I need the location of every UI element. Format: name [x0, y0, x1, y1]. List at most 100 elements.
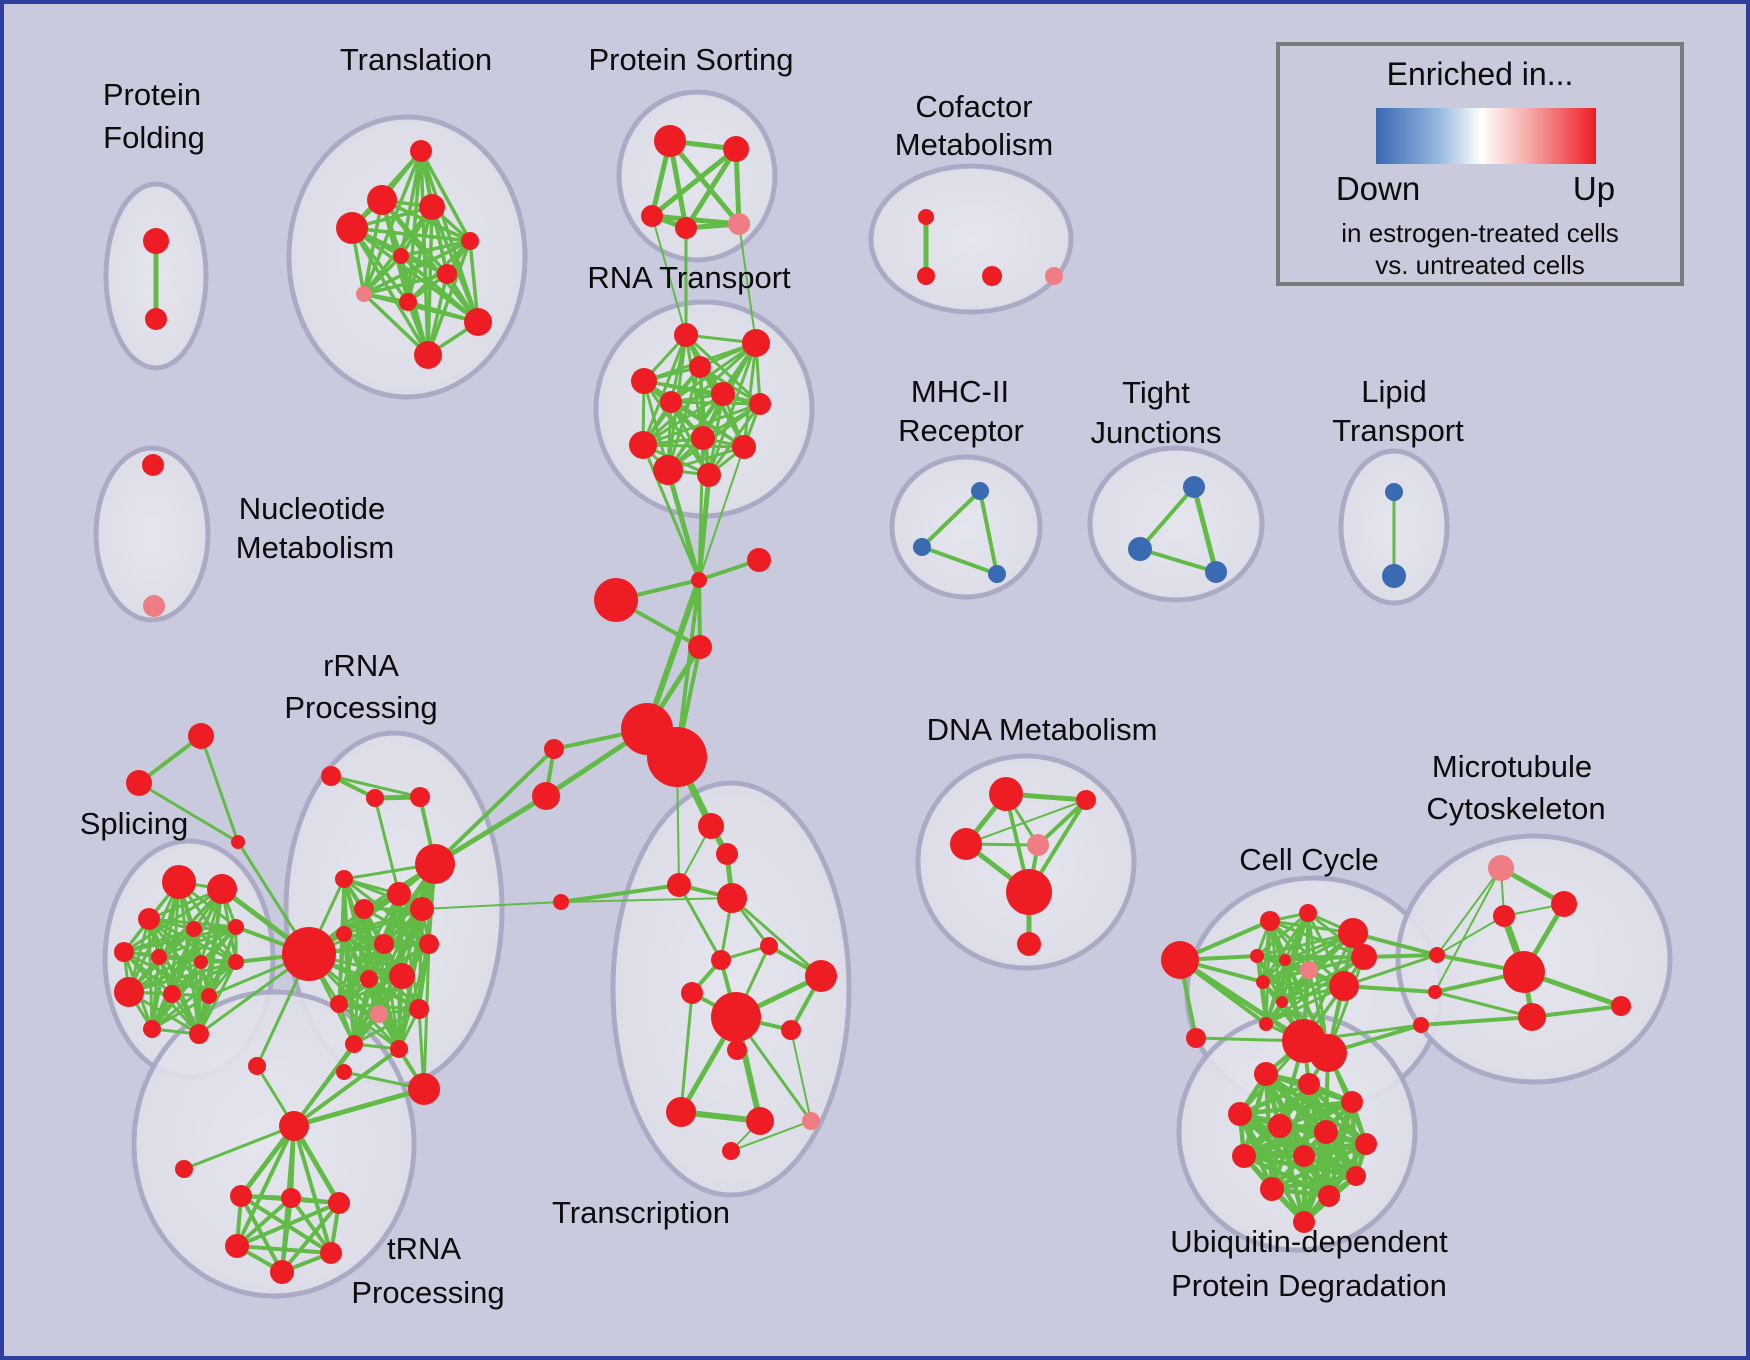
gene-set-node [1186, 1028, 1206, 1048]
gene-set-node [389, 963, 415, 989]
cluster-label: Cytoskeleton [1426, 791, 1605, 826]
gene-set-node [722, 1142, 740, 1160]
cluster-label: Cell Cycle [1239, 842, 1379, 877]
color-legend: Enriched in... Down Up in estrogen-treat… [1276, 42, 1684, 286]
gene-set-node [162, 865, 196, 899]
gene-set-node [1488, 855, 1514, 881]
gene-set-node [1260, 911, 1280, 931]
gene-set-node [747, 548, 771, 572]
edge [667, 138, 742, 227]
edge [197, 960, 203, 1036]
gene-set-node [387, 882, 411, 906]
gene-set-node [248, 1057, 266, 1075]
edge [920, 489, 982, 549]
edge [560, 897, 733, 903]
gene-set-node [1293, 1211, 1315, 1233]
edge [1138, 547, 1218, 574]
gene-set-node [354, 899, 374, 919]
gene-set-node [716, 843, 738, 865]
edge [362, 272, 449, 296]
edge [150, 994, 211, 1031]
gene-set-node [1293, 1145, 1315, 1167]
edge [399, 239, 472, 258]
gene-set-node [653, 455, 683, 485]
gene-set-node [697, 463, 721, 487]
gene-set-node [145, 308, 167, 330]
edge [641, 443, 746, 449]
edge [1261, 911, 1310, 984]
gene-set-node [367, 185, 397, 215]
gene-set-node [1346, 1166, 1366, 1186]
gene-set-node [742, 329, 770, 357]
cluster-label: Processing [351, 1275, 504, 1310]
edge [432, 793, 549, 867]
nodes-layer [114, 125, 1631, 1284]
gene-set-node [1351, 944, 1377, 970]
gene-set-node [1250, 949, 1264, 963]
gene-set-node [917, 267, 935, 285]
edge [1237, 1081, 1312, 1117]
cluster-label: Splicing [80, 806, 189, 841]
gene-set-node [360, 970, 378, 988]
gene-set-node [732, 435, 756, 459]
gene-set-node [356, 286, 372, 302]
gene-set-node [1611, 996, 1631, 1016]
gene-set-node [390, 1040, 408, 1058]
gene-set-node [410, 140, 432, 162]
gene-set-node [461, 232, 479, 250]
gene-set-node [1228, 1102, 1252, 1126]
gene-set-node [749, 393, 771, 415]
gene-set-node [142, 454, 164, 476]
cluster-label: Folding [103, 120, 205, 155]
gene-set-node [760, 937, 778, 955]
gene-set-node [711, 950, 731, 970]
edge [291, 1086, 427, 1129]
edge [373, 796, 401, 896]
edge [199, 734, 240, 844]
gene-set-node [175, 1160, 193, 1178]
gene-set-node [419, 194, 445, 220]
edge [641, 392, 725, 447]
gene-set-node [163, 985, 181, 1003]
gene-set-node [143, 595, 165, 617]
edge [235, 1124, 296, 1248]
edge [362, 198, 384, 296]
edge [292, 1047, 401, 1128]
gene-set-node [532, 782, 560, 810]
edge [1255, 911, 1310, 958]
edge [1261, 980, 1268, 1026]
gene-set-node [691, 572, 707, 588]
edge [1255, 931, 1355, 958]
gene-set-node [201, 988, 217, 1004]
gene-set-node [1254, 1062, 1278, 1086]
gene-set-node [1298, 1073, 1320, 1095]
gene-set-node [727, 1040, 747, 1060]
cluster-label: Microtubule [1432, 749, 1592, 784]
gene-set-node [437, 264, 457, 284]
gene-set-node [723, 136, 749, 162]
gene-set-node [374, 934, 394, 954]
gene-set-node [330, 995, 348, 1013]
edge [1177, 957, 1307, 1044]
edge [1306, 1081, 1369, 1147]
gene-set-node [802, 1112, 820, 1130]
gene-set-node [631, 368, 657, 394]
gene-set-node [781, 1020, 801, 1040]
edge [641, 341, 758, 447]
gene-set-node [279, 1111, 309, 1141]
gene-set-node [982, 266, 1002, 286]
gene-set-node [1027, 834, 1049, 856]
edge [730, 1120, 812, 1152]
gene-set-node [988, 565, 1006, 583]
edge [362, 254, 403, 296]
cluster-label: Ubiquitin-dependent [1170, 1224, 1448, 1259]
edge [920, 545, 999, 576]
gene-set-node [188, 723, 214, 749]
cluster-label: MHC-II [911, 374, 1009, 409]
gene-set-node [1341, 1091, 1363, 1113]
gene-set-node [688, 635, 712, 659]
gene-set-node [553, 894, 569, 910]
gene-set-node [1268, 1114, 1292, 1138]
gene-set-node [950, 828, 982, 860]
edge [352, 1007, 421, 1046]
